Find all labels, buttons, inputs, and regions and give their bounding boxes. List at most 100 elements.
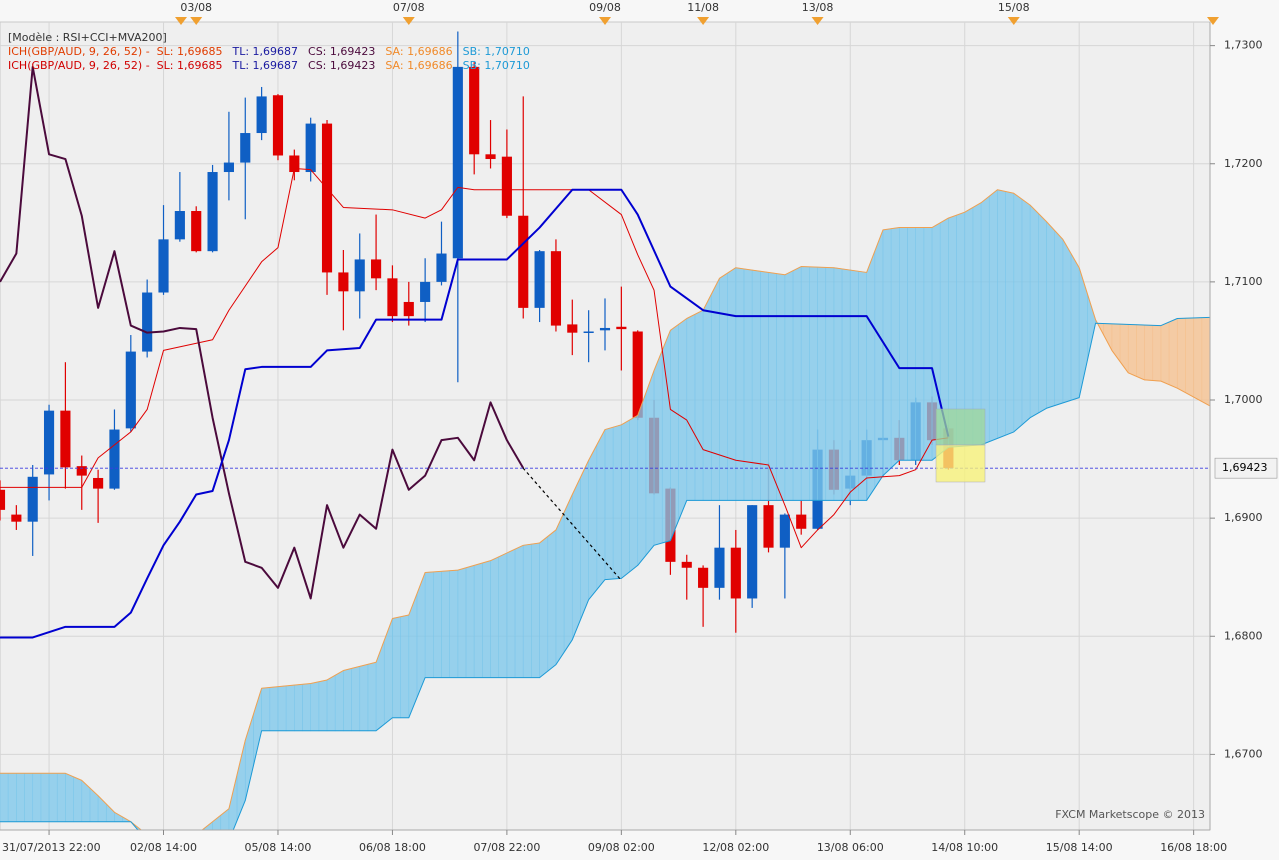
cloud-fill	[310, 681, 320, 732]
kijun-line	[0, 188, 950, 639]
legend-item: TL: 1,69687	[231, 45, 298, 58]
cloud-fill	[1005, 191, 1015, 436]
cloud-fill	[392, 616, 401, 719]
legend-item: SA: 1,69686	[385, 45, 452, 58]
legend-row: ICH(GBP/AUD, 9, 26, 52) - SL: 1,69685 TL:…	[8, 59, 530, 72]
cloud-fill	[7, 772, 17, 823]
cloud-fill	[784, 270, 794, 501]
x-tick-label: 06/08 18:00	[359, 841, 426, 854]
cloud-fill	[73, 776, 83, 823]
cloud-fill	[833, 267, 843, 501]
cloud-fill	[318, 679, 328, 732]
x-tick-label: 14/08 10:00	[931, 841, 998, 854]
cloud-fill	[915, 227, 925, 461]
cloud-fill	[1054, 229, 1064, 407]
cloud-fill	[874, 229, 884, 490]
cloud-fill	[768, 272, 777, 501]
x-tick-label: 12/08 02:00	[702, 841, 769, 854]
x-tick-label: 05/08 14:00	[245, 841, 312, 854]
top-marker-label: 07/08	[393, 1, 425, 14]
cloud-fill	[269, 686, 279, 732]
cloud-fill	[482, 560, 491, 678]
cloud-fill	[490, 556, 500, 678]
cloud-fill	[1160, 321, 1170, 386]
cloud-fill	[326, 674, 336, 732]
event-marker	[175, 17, 187, 25]
cloud-fill	[702, 294, 712, 501]
candle-body	[779, 514, 790, 548]
y-tick-label: 1,6800	[1224, 629, 1263, 642]
candle-body	[371, 259, 382, 279]
legend-item: SA: 1,69686	[385, 59, 452, 72]
y-tick-label: 1,6700	[1224, 747, 1263, 760]
cloud-fill	[849, 269, 859, 501]
cloud-fill	[907, 227, 916, 461]
cloud-fill	[694, 309, 704, 501]
candle-body	[60, 410, 71, 468]
candle-body	[207, 172, 218, 252]
candle-body	[256, 96, 267, 134]
cloud-fill	[48, 772, 58, 823]
cloud-fill	[424, 571, 434, 678]
candle-body	[599, 327, 611, 331]
cloud-fill	[1201, 317, 1210, 407]
candle-body	[714, 547, 725, 588]
candle-body	[0, 489, 6, 510]
axes	[0, 17, 1219, 835]
cloud-fill	[514, 544, 524, 678]
candle-body	[125, 351, 136, 429]
candle-body	[142, 292, 153, 352]
x-tick-label: 13/08 06:00	[817, 841, 884, 854]
cloud-fill	[866, 251, 876, 502]
cloud-fill	[751, 269, 761, 501]
candle-body	[518, 215, 529, 308]
candle-body	[616, 326, 627, 330]
event-marker	[599, 17, 611, 25]
cloud-fill	[776, 273, 786, 501]
candle-body	[452, 66, 463, 259]
cloud-fill	[629, 414, 639, 573]
cloud-fill	[670, 323, 679, 541]
cloud-fill	[1062, 238, 1072, 404]
dashed-trend-line	[522, 467, 622, 581]
candle-body	[240, 133, 251, 163]
last-price-label: 1,69423	[1222, 461, 1268, 474]
event-marker	[1207, 17, 1219, 25]
cloud-fill	[997, 189, 1006, 439]
y-tick-label: 1,7200	[1224, 157, 1263, 170]
candle-body	[289, 155, 300, 173]
candle-body	[747, 505, 758, 599]
cloud-fill	[571, 477, 581, 640]
cloud-fill	[792, 266, 802, 501]
annotations	[522, 408, 986, 581]
candle-body	[387, 278, 398, 317]
cloud-fill	[1144, 324, 1154, 381]
cloud-fill	[980, 195, 990, 446]
cloud-fill	[1176, 317, 1186, 394]
watermark: FXCM Marketscope © 2013	[1055, 808, 1205, 821]
candle-body	[191, 211, 202, 252]
top-marker-label: 09/08	[589, 1, 621, 14]
cloud-fill	[841, 268, 851, 501]
candle-body	[338, 272, 349, 292]
cloud-fill	[441, 570, 450, 678]
cloud-fill	[1185, 317, 1194, 398]
cloud-fill	[1193, 317, 1203, 402]
y-tick-label: 1,7000	[1224, 393, 1263, 406]
candle-body	[632, 331, 643, 418]
candle-body	[27, 476, 38, 522]
cloud-fill	[1127, 324, 1137, 377]
cloud-fill	[637, 392, 647, 567]
stop-box	[935, 444, 986, 483]
cloud-fill	[1136, 324, 1145, 381]
x-tick-label: 16/08 18:00	[1160, 841, 1227, 854]
cloud-fill	[334, 670, 344, 732]
cloud-fill	[1013, 192, 1023, 433]
cloud-fill	[735, 267, 745, 501]
event-marker	[190, 17, 203, 25]
cloud-fill	[1038, 212, 1047, 414]
cloud-fill	[719, 272, 728, 501]
chikou-line	[0, 65, 525, 600]
cloud-fill	[580, 460, 589, 620]
